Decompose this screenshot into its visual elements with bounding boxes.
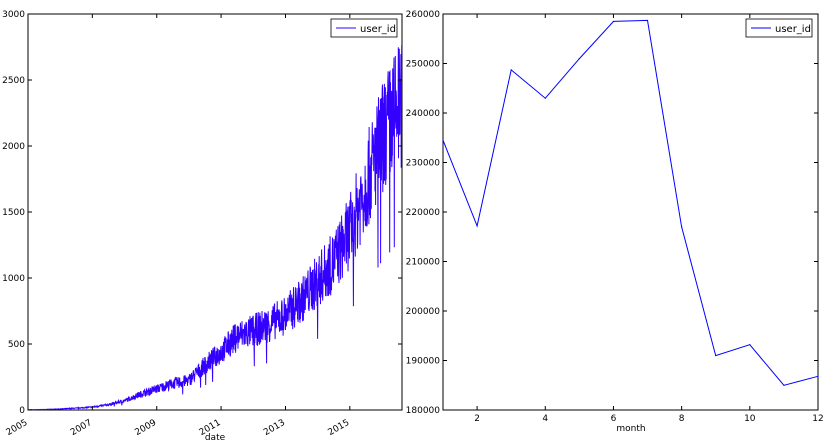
x-axis-label-date: date (205, 433, 226, 443)
y-tick-label-date: 0 (19, 406, 25, 416)
data-point-month (510, 69, 512, 71)
y-tick-label-month: 180000 (406, 406, 441, 416)
y-tick-label-month: 210000 (406, 258, 441, 268)
x-tick-label-month: 12 (812, 414, 823, 424)
x-tick-label-month: 10 (744, 414, 756, 424)
x-tick-label-month: 6 (611, 414, 617, 424)
data-point-month (681, 226, 683, 228)
series-line-month-container (442, 19, 819, 386)
x-tick-label-date: 2007 (69, 418, 94, 438)
data-point-month (646, 19, 649, 22)
series-line-month (442, 19, 819, 386)
legend-label-date: user_id (360, 24, 396, 35)
x-tick-label-date: 2013 (262, 418, 287, 438)
y-ticks-date: 0 500 1000 1500 2000 2500 3000 (2, 10, 402, 416)
legend-box-month (745, 18, 813, 38)
x-tick-label-date: 2009 (133, 418, 158, 438)
legend-box-date (330, 18, 398, 38)
x-tick-label-month: 2 (474, 414, 480, 424)
legend-date: user_id (330, 18, 398, 38)
chart-date: 2005 2007 2009 2011 2013 2015 050010001500200… (2, 10, 403, 443)
y-tick-label-month: 240000 (406, 109, 441, 119)
data-point-month (749, 344, 751, 346)
series-line-date (28, 45, 403, 411)
y-tick-label-date: 2000 (2, 142, 25, 152)
x-axis-label-month: month (616, 424, 645, 434)
data-point-month (715, 354, 717, 357)
y-tick-label-date: 2500 (2, 76, 25, 86)
y-tick-label-month: 260000 (406, 10, 441, 20)
data-point-month (544, 97, 546, 99)
data-point-month (476, 225, 478, 227)
x-ticks-month: 2 4 6 8 10 12 (474, 14, 824, 424)
legend-month: user_id (745, 18, 813, 38)
data-point-month (783, 384, 785, 386)
plot-area-month (442, 13, 819, 411)
y-tick-label-month: 250000 (406, 60, 441, 70)
y-tick-label-month: 200000 (406, 307, 441, 317)
y-tick-label-date: 1000 (2, 274, 25, 284)
x-tick-label-month: 4 (542, 414, 548, 424)
x-tick-label-month: 8 (679, 414, 685, 424)
series-line-date-container (28, 45, 403, 411)
y-tick-label-month: 230000 (406, 159, 441, 169)
data-point-month (612, 20, 615, 23)
plot-area-date (27, 13, 403, 411)
y-tick-label-month: 220000 (406, 208, 441, 218)
y-tick-label-date: 500 (8, 340, 25, 350)
x-tick-label-date: 2005 (5, 418, 30, 438)
data-point-month (578, 57, 580, 60)
chart-month: 2 4 6 8 10 12 180000 190000 200000 210000 220000 2… (406, 10, 824, 434)
y-tick-label-date: 1500 (2, 208, 25, 218)
data-point-month (817, 375, 819, 377)
y-tick-label-month: 190000 (406, 357, 441, 367)
y-tick-label-date: 3000 (2, 10, 25, 20)
y-ticks-month: 180000 190000 200000 210000 220000 230000 2400… (406, 10, 818, 416)
data-point-month (442, 139, 444, 141)
x-tick-label-date: 2015 (326, 418, 351, 438)
legend-label-month: user_id (775, 24, 811, 35)
